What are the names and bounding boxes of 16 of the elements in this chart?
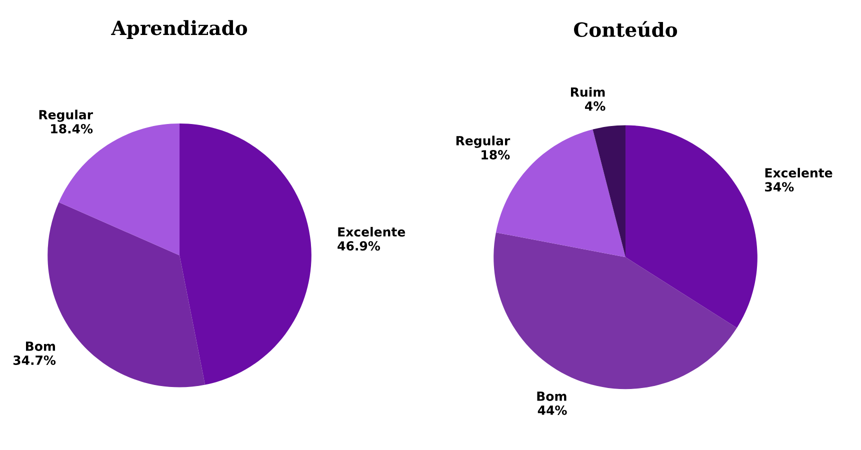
data-label: 44% — [538, 406, 567, 415]
slice-label: Bom — [26, 342, 55, 351]
slice-label: Excelente — [338, 226, 406, 237]
data-label: 46.9% — [338, 241, 380, 251]
chart-title: Aprendizado — [111, 20, 248, 39]
slice-label: Regular — [39, 110, 93, 122]
chart-title: Conteúdo — [574, 21, 678, 38]
data-label: 4% — [585, 101, 606, 111]
data-label: 18.4% — [51, 124, 93, 134]
slice-label: Bom — [537, 392, 566, 401]
slice-label: Regular — [456, 136, 510, 148]
slice-label: Excelente — [765, 168, 832, 178]
slice-label: Ruim — [570, 87, 605, 97]
data-label: 34% — [765, 182, 794, 192]
data-label: 18% — [482, 150, 510, 160]
data-label: 34.7% — [13, 356, 56, 365]
